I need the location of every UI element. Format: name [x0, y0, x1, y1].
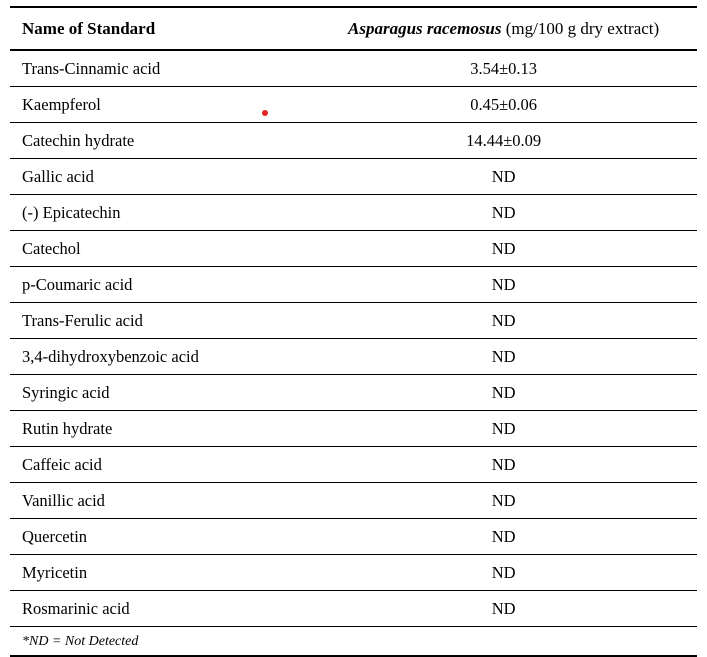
- table-row: Caffeic acid ND: [10, 446, 697, 483]
- table-row: Trans-Cinnamic acid 3.54±0.13: [10, 50, 697, 87]
- standard-value: ND: [310, 302, 697, 339]
- table-row: (-) Epicatechin ND: [10, 194, 697, 231]
- standard-value: ND: [310, 374, 697, 411]
- standard-name: (-) Epicatechin: [10, 194, 311, 231]
- standard-name: Trans-Ferulic acid: [10, 302, 311, 339]
- standard-name: Syringic acid: [10, 374, 311, 411]
- unit-label: (mg/100 g dry extract): [501, 19, 660, 38]
- standard-name: Caffeic acid: [10, 446, 311, 483]
- table-row: p-Coumaric acid ND: [10, 266, 697, 303]
- standards-table-container: Name of Standard Asparagus racemosus (mg…: [10, 6, 697, 657]
- standard-value: ND: [310, 410, 697, 447]
- table-row: Rutin hydrate ND: [10, 410, 697, 447]
- standard-name: Gallic acid: [10, 158, 311, 195]
- table-row: 3,4-dihydroxybenzoic acid ND: [10, 338, 697, 375]
- standard-value: ND: [310, 158, 697, 195]
- standard-name: Rosmarinic acid: [10, 590, 311, 627]
- standard-name: Trans-Cinnamic acid: [10, 50, 311, 87]
- standard-value: ND: [310, 482, 697, 519]
- standard-name: Catechin hydrate: [10, 122, 311, 159]
- standard-name: Myricetin: [10, 554, 311, 591]
- footnote: *ND = Not Detected: [10, 626, 697, 657]
- standard-value: ND: [310, 446, 697, 483]
- table-row: Gallic acid ND: [10, 158, 697, 195]
- standard-name: Quercetin: [10, 518, 311, 555]
- table-row: Vanillic acid ND: [10, 482, 697, 519]
- table-header: Name of Standard Asparagus racemosus (mg…: [10, 7, 697, 51]
- standard-value: 3.54±0.13: [310, 50, 697, 87]
- standard-name: 3,4-dihydroxybenzoic acid: [10, 338, 311, 375]
- table-row: Syringic acid ND: [10, 374, 697, 411]
- red-dot-mark: [262, 110, 268, 116]
- table-footer: *ND = Not Detected: [10, 626, 697, 657]
- table-row: Catechin hydrate 14.44±0.09: [10, 122, 697, 159]
- standard-value: ND: [310, 518, 697, 555]
- standard-value: ND: [310, 266, 697, 303]
- standard-value: 0.45±0.06: [310, 86, 697, 123]
- table-row: Kaempferol 0.45±0.06: [10, 86, 697, 123]
- column-header-value: Asparagus racemosus (mg/100 g dry extrac…: [310, 7, 697, 51]
- header-row: Name of Standard Asparagus racemosus (mg…: [10, 7, 697, 51]
- standards-table: Name of Standard Asparagus racemosus (mg…: [10, 6, 697, 657]
- standard-name: Kaempferol: [10, 86, 311, 123]
- standard-value: ND: [310, 338, 697, 375]
- standard-value: ND: [310, 230, 697, 267]
- species-name: Asparagus racemosus: [348, 19, 502, 38]
- footnote-row: *ND = Not Detected: [10, 626, 697, 657]
- table-row: Quercetin ND: [10, 518, 697, 555]
- table-row: Catechol ND: [10, 230, 697, 267]
- standard-name: p-Coumaric acid: [10, 266, 311, 303]
- table-body: Trans-Cinnamic acid 3.54±0.13 Kaempferol…: [10, 50, 697, 627]
- table-row: Trans-Ferulic acid ND: [10, 302, 697, 339]
- standard-name: Vanillic acid: [10, 482, 311, 519]
- table-row: Rosmarinic acid ND: [10, 590, 697, 627]
- table-row: Myricetin ND: [10, 554, 697, 591]
- standard-name: Rutin hydrate: [10, 410, 311, 447]
- standard-name: Catechol: [10, 230, 311, 267]
- standard-value: ND: [310, 590, 697, 627]
- standard-value: ND: [310, 554, 697, 591]
- column-header-name: Name of Standard: [10, 7, 311, 51]
- standard-value: 14.44±0.09: [310, 122, 697, 159]
- standard-value: ND: [310, 194, 697, 231]
